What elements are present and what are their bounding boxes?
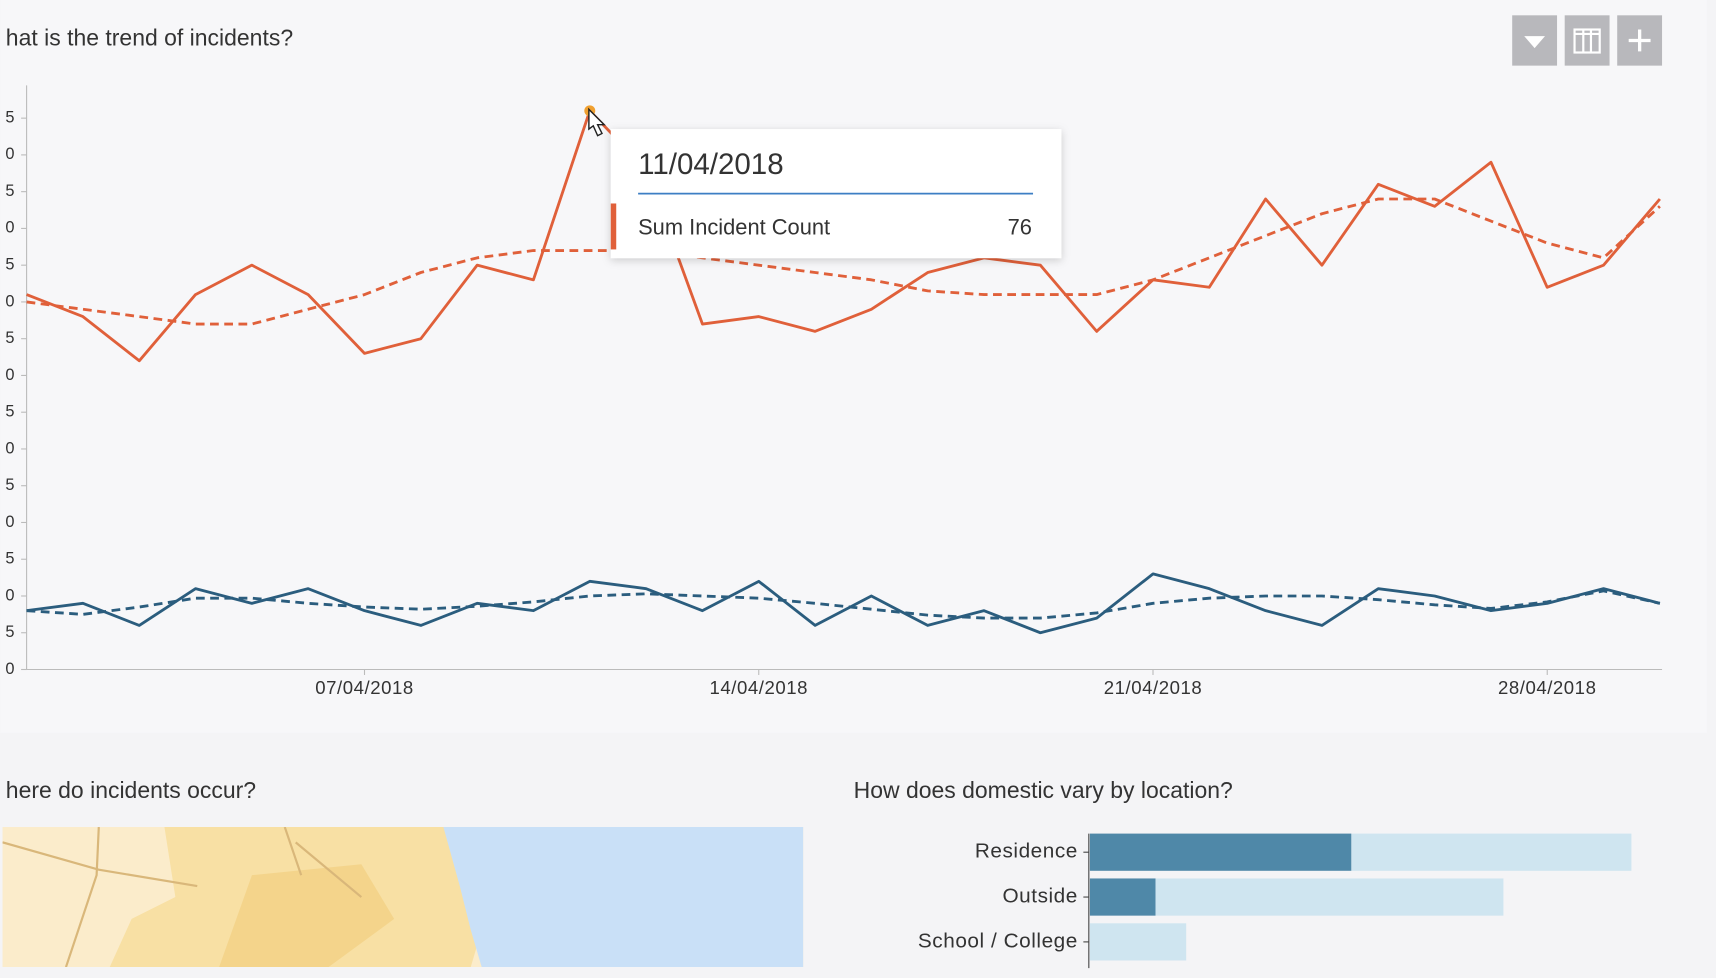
bar [1155,878,1504,916]
cursor [588,107,606,137]
y-tick-label: 5 [5,108,14,126]
columns-icon [1574,29,1600,53]
y-tick-label: 5 [5,256,14,274]
y-tick-label: 5 [5,182,14,200]
y-tick-label: 5 [5,623,14,641]
bar [1351,833,1632,871]
series-line [26,572,1661,635]
x-tick-label: 21/04/2018 [1104,677,1202,698]
map-title: here do incidents occur? [6,777,256,803]
y-tick-label: 0 [5,439,14,457]
y-tick-label: 0 [5,366,14,384]
tooltip-date: 11/04/2018 [638,148,784,181]
cursor-icon [588,107,606,137]
category-label: Outside [1002,885,1077,908]
columns-icon [1573,28,1601,54]
x-tick-label: 28/04/2018 [1498,677,1596,698]
y-tick-label: 5 [5,476,14,494]
tooltip-value: 76 [1008,214,1032,239]
map[interactable] [2,827,804,968]
dropdown-icon [1524,36,1546,49]
bar [1089,833,1352,871]
bar-chart: Residence Outside School / College [918,833,1632,969]
map-road [2,827,363,968]
category-label: School / College [918,929,1078,952]
line-chart: 0 5 0 5 0 5 0 5 0 5 0 5 0 5 0 5 07/04/2018 14/04/2018 21/0… [5,85,1663,698]
trend-line [26,589,1661,620]
map-water [443,827,804,968]
y-tick-label: 5 [5,329,14,347]
y-tick-label: 0 [5,145,14,163]
y-tick-label: 0 [5,219,14,237]
x-tick-label: 14/04/2018 [710,677,808,698]
add-icon [1628,29,1651,52]
columns-button[interactable] [1564,15,1610,66]
tooltip-label: Sum Incident Count [638,214,830,239]
panel [0,0,1707,733]
y-tick-label: 5 [5,403,14,421]
y-tick-label: 0 [5,660,14,678]
category-label: Residence [975,840,1078,863]
bar-chart-title: How does domestic vary by location? [854,777,1233,803]
tooltip-swatch [610,203,617,250]
bar [1089,923,1187,961]
series-line [26,109,1661,363]
y-tick-label: 0 [5,513,14,531]
y-tick-label: 0 [5,292,14,310]
trend-line [26,197,1661,326]
toolbar [1512,15,1663,66]
bar [1089,878,1156,916]
y-tick-label: 5 [5,550,14,568]
map-urban [219,864,395,968]
tooltip: 11/04/2018 Sum Incident Count 76 [610,129,1062,259]
y-tick-label: 0 [5,586,14,604]
chart-title: hat is the trend of incidents? [6,24,293,50]
x-tick-label: 07/04/2018 [315,677,413,698]
